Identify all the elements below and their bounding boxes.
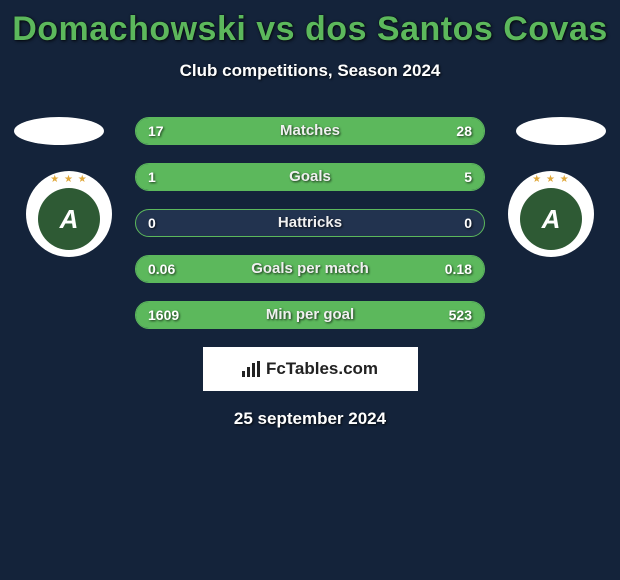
stat-label: Goals per match (136, 256, 484, 282)
page-title: Domachowski vs dos Santos Covas (0, 0, 620, 49)
crest-icon: A (520, 188, 582, 250)
chart-icon (242, 361, 262, 377)
brand-box[interactable]: FcTables.com (203, 347, 418, 391)
brand-text: FcTables.com (266, 359, 378, 379)
stars-icon: ★ ★ ★ (50, 174, 87, 185)
comparison-bars: 1728Matches 15Goals 00Hattricks 0.060.18Goa… (135, 117, 485, 329)
stats-area: ★ ★ ★ A ★ ★ ★ A 1728Matches 15Goals 00Hatt… (0, 117, 620, 429)
player-ellipse-left (14, 117, 104, 145)
stat-row: 0.060.18Goals per match (135, 255, 485, 283)
club-logo-left: ★ ★ ★ A (26, 171, 112, 257)
date-label: 25 september 2024 (0, 409, 620, 429)
stat-label: Matches (136, 118, 484, 144)
subtitle: Club competitions, Season 2024 (0, 61, 620, 81)
stat-label: Hattricks (136, 210, 484, 236)
stat-label: Min per goal (136, 302, 484, 328)
stars-icon: ★ ★ ★ (532, 174, 569, 185)
stat-row: 15Goals (135, 163, 485, 191)
stat-row: 1609523Min per goal (135, 301, 485, 329)
stat-row: 00Hattricks (135, 209, 485, 237)
club-logo-right: ★ ★ ★ A (508, 171, 594, 257)
player-ellipse-right (516, 117, 606, 145)
stat-label: Goals (136, 164, 484, 190)
crest-icon: A (38, 188, 100, 250)
stat-row: 1728Matches (135, 117, 485, 145)
